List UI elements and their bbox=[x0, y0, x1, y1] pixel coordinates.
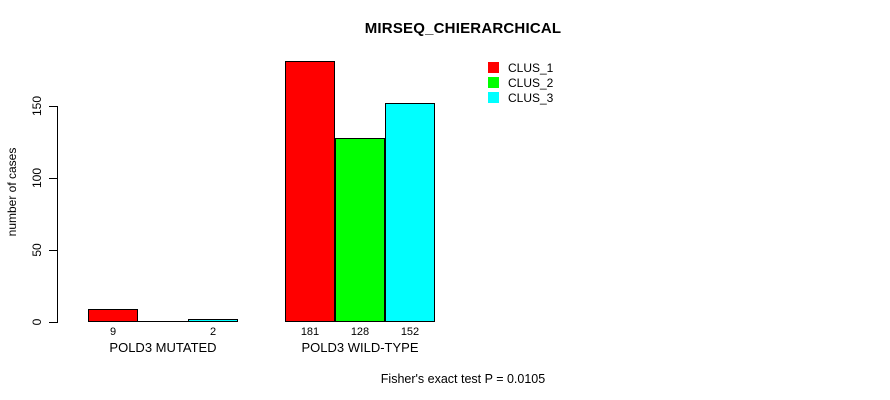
legend-item-clus_1: CLUS_1 bbox=[488, 60, 553, 75]
bar-clus_1-group0 bbox=[88, 309, 138, 322]
legend-swatch-clus_3 bbox=[488, 92, 499, 103]
bar-value-label: 152 bbox=[400, 326, 420, 338]
y-axis-tick bbox=[49, 178, 57, 179]
legend-label: CLUS_2 bbox=[508, 75, 554, 90]
bar-clus_2-group1 bbox=[335, 138, 385, 322]
y-axis-tick-label: 100 bbox=[30, 167, 44, 189]
legend-swatch-clus_1 bbox=[488, 62, 499, 73]
legend-label: CLUS_1 bbox=[508, 60, 554, 75]
y-axis-tick bbox=[49, 322, 57, 323]
stat-annotation: Fisher's exact test P = 0.0105 bbox=[380, 372, 546, 386]
y-axis-tick-label: 50 bbox=[30, 243, 44, 257]
bar-clus_2-group0-zero bbox=[138, 321, 188, 322]
bar-clus_1-group1 bbox=[285, 61, 335, 322]
bar-clus_3-group0 bbox=[188, 319, 238, 322]
y-axis-tick bbox=[49, 250, 57, 251]
bar-clus_3-group1 bbox=[385, 103, 435, 322]
y-axis-tick-label: 150 bbox=[30, 95, 44, 117]
x-category-label: POLD3 WILD-TYPE bbox=[301, 340, 419, 355]
bar-value-label: 128 bbox=[350, 326, 370, 338]
chart-title: MIRSEQ_CHIERARCHICAL bbox=[364, 20, 562, 37]
legend-swatch-clus_2 bbox=[488, 77, 499, 88]
legend: CLUS_1 CLUS_2 CLUS_3 bbox=[488, 60, 553, 105]
legend-label: CLUS_3 bbox=[508, 90, 554, 105]
bar-value-label: 9 bbox=[109, 326, 117, 338]
y-axis-tick bbox=[49, 106, 57, 107]
legend-item-clus_3: CLUS_3 bbox=[488, 90, 553, 105]
x-category-label: POLD3 MUTATED bbox=[109, 340, 217, 355]
bar-value-label: 181 bbox=[300, 326, 320, 338]
legend-item-clus_2: CLUS_2 bbox=[488, 75, 553, 90]
bar-value-label: 2 bbox=[209, 326, 217, 338]
y-axis-line bbox=[57, 106, 58, 323]
y-axis-tick-label: 0 bbox=[30, 318, 44, 326]
